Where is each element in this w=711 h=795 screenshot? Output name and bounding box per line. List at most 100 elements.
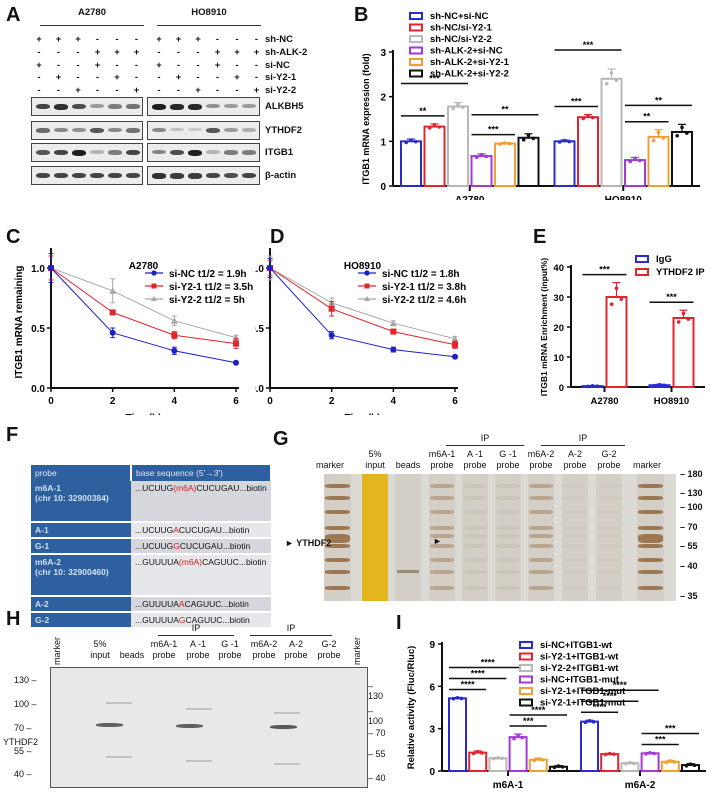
blot-band [152, 104, 166, 110]
blot-band [36, 173, 50, 179]
gel-band [638, 484, 663, 488]
data-point [109, 309, 116, 316]
gel-band [563, 544, 587, 548]
panel-h-western: IP IP marker 5% input beads m6A-1 probe A -1 prob… [0, 605, 390, 795]
sign-mark: - [157, 85, 161, 97]
sign-mark: - [254, 34, 259, 45]
lane-label-bottom: probe [317, 650, 341, 660]
gel-band [430, 558, 454, 562]
legend-swatch [409, 35, 423, 43]
gel-band [430, 484, 454, 488]
western-membrane [50, 667, 368, 788]
sign-mark: + [133, 85, 140, 97]
data-point [676, 320, 681, 324]
gel-band [430, 510, 454, 514]
bar [577, 116, 599, 187]
marker-size-left: 55 – [14, 746, 32, 756]
lane-label-bottom: marker [352, 636, 362, 665]
blot-band [170, 104, 184, 110]
data-point [427, 126, 432, 130]
lane-label-bottom: input [365, 460, 385, 470]
significance-label: ** [419, 106, 427, 116]
sign-mark: - [95, 85, 100, 97]
legend-swatch [519, 675, 533, 684]
gel-band [563, 586, 587, 590]
significance-label: *** [666, 292, 677, 302]
data-point [591, 115, 595, 120]
data-point [657, 382, 662, 387]
sign-mark: - [56, 46, 61, 58]
gel-band [529, 544, 553, 548]
x-tick-label: 4 [172, 396, 178, 407]
x-tick-label: 2 [110, 396, 116, 407]
condition-label: sh-ALK-2 [265, 46, 308, 58]
gel-lane [462, 474, 488, 601]
data-point [48, 265, 54, 271]
gel-band [597, 510, 621, 514]
bar [640, 752, 660, 773]
ip-label: IP [191, 623, 201, 633]
gel-band [597, 496, 621, 500]
panel-label-h: H [6, 608, 21, 630]
blot-band [108, 173, 122, 179]
y-axis-label: ITGB1 mRNA expression (fold) [361, 53, 371, 184]
lane-label-bottom: probe [597, 460, 621, 470]
y-tick-label: 2 [380, 93, 386, 104]
gel-band [563, 558, 587, 562]
data-point [662, 383, 667, 388]
gel-band [463, 558, 487, 562]
lane-label-top: m6A-1 [150, 639, 178, 649]
data-point [591, 720, 596, 724]
gel-band [325, 510, 350, 514]
sign-mark: - [134, 72, 139, 84]
data-point [484, 154, 489, 159]
marker-size-label: – 35 [680, 591, 698, 601]
legend-swatch [519, 664, 533, 672]
data-point [404, 140, 408, 145]
probe-row: m6A-2 (chr 10: 32900460) ...GUUUUA(m6A)CAG… [31, 554, 271, 597]
legend-marker [364, 296, 370, 301]
gel-band [529, 526, 553, 530]
legend-label: si-Y2-1+ITGB1-mut [540, 698, 626, 709]
gel-band [463, 570, 487, 574]
probe-id: G-2 [35, 615, 50, 625]
probe-sequence: ...UCUUGGCUCUGAU...biotin [131, 538, 271, 555]
probe-locus: (chr 10: 32900384) [35, 493, 109, 503]
marker-size-label: – 70 [680, 522, 698, 532]
sequence-suffix: CUCUGAU...biotin [179, 541, 251, 551]
gel-band [496, 526, 520, 530]
sequence-modified-base: A [173, 525, 179, 535]
blot-band [108, 150, 122, 155]
y-tick-label: 6 [429, 682, 435, 693]
data-point [633, 156, 637, 161]
gel-band [496, 534, 520, 538]
series-line [269, 267, 456, 346]
gel-band [529, 534, 553, 538]
gel-band [563, 534, 587, 538]
gel-lane [495, 474, 521, 601]
sequence-suffix: CAGUUC...biotin [184, 599, 249, 609]
sequence-suffix: CUCUGAU...biotin [178, 525, 250, 535]
blot-box [31, 166, 143, 185]
gel-band [563, 496, 587, 500]
data-point [681, 311, 686, 316]
blot-band [242, 150, 256, 155]
blot-box [147, 121, 260, 140]
gel-band [638, 570, 663, 574]
panel-label-c: C [6, 226, 21, 248]
gel-band [325, 526, 350, 530]
gel-band [563, 484, 587, 488]
y-tick-label: 10 [553, 353, 564, 364]
sign-mark: - [95, 34, 100, 45]
y-tick-label: 1 [380, 137, 386, 148]
sign-mark: - [115, 85, 119, 97]
y-tick-label: 0.5 [255, 324, 264, 335]
chart-b-itgb1-expression: 0 1 2 3 ITGB1 mRNA expression (fold) A2780 HO8… [361, 11, 700, 200]
legend-swatch [409, 12, 423, 20]
lane-label-top: G-2 [601, 449, 617, 459]
blot-band [90, 128, 104, 134]
faint-band [106, 756, 132, 758]
blot-band [242, 128, 256, 132]
probe-name: A-2 [31, 596, 131, 613]
probe-sequence: ...UCUUGACUCUGAU...biotin [131, 522, 271, 539]
